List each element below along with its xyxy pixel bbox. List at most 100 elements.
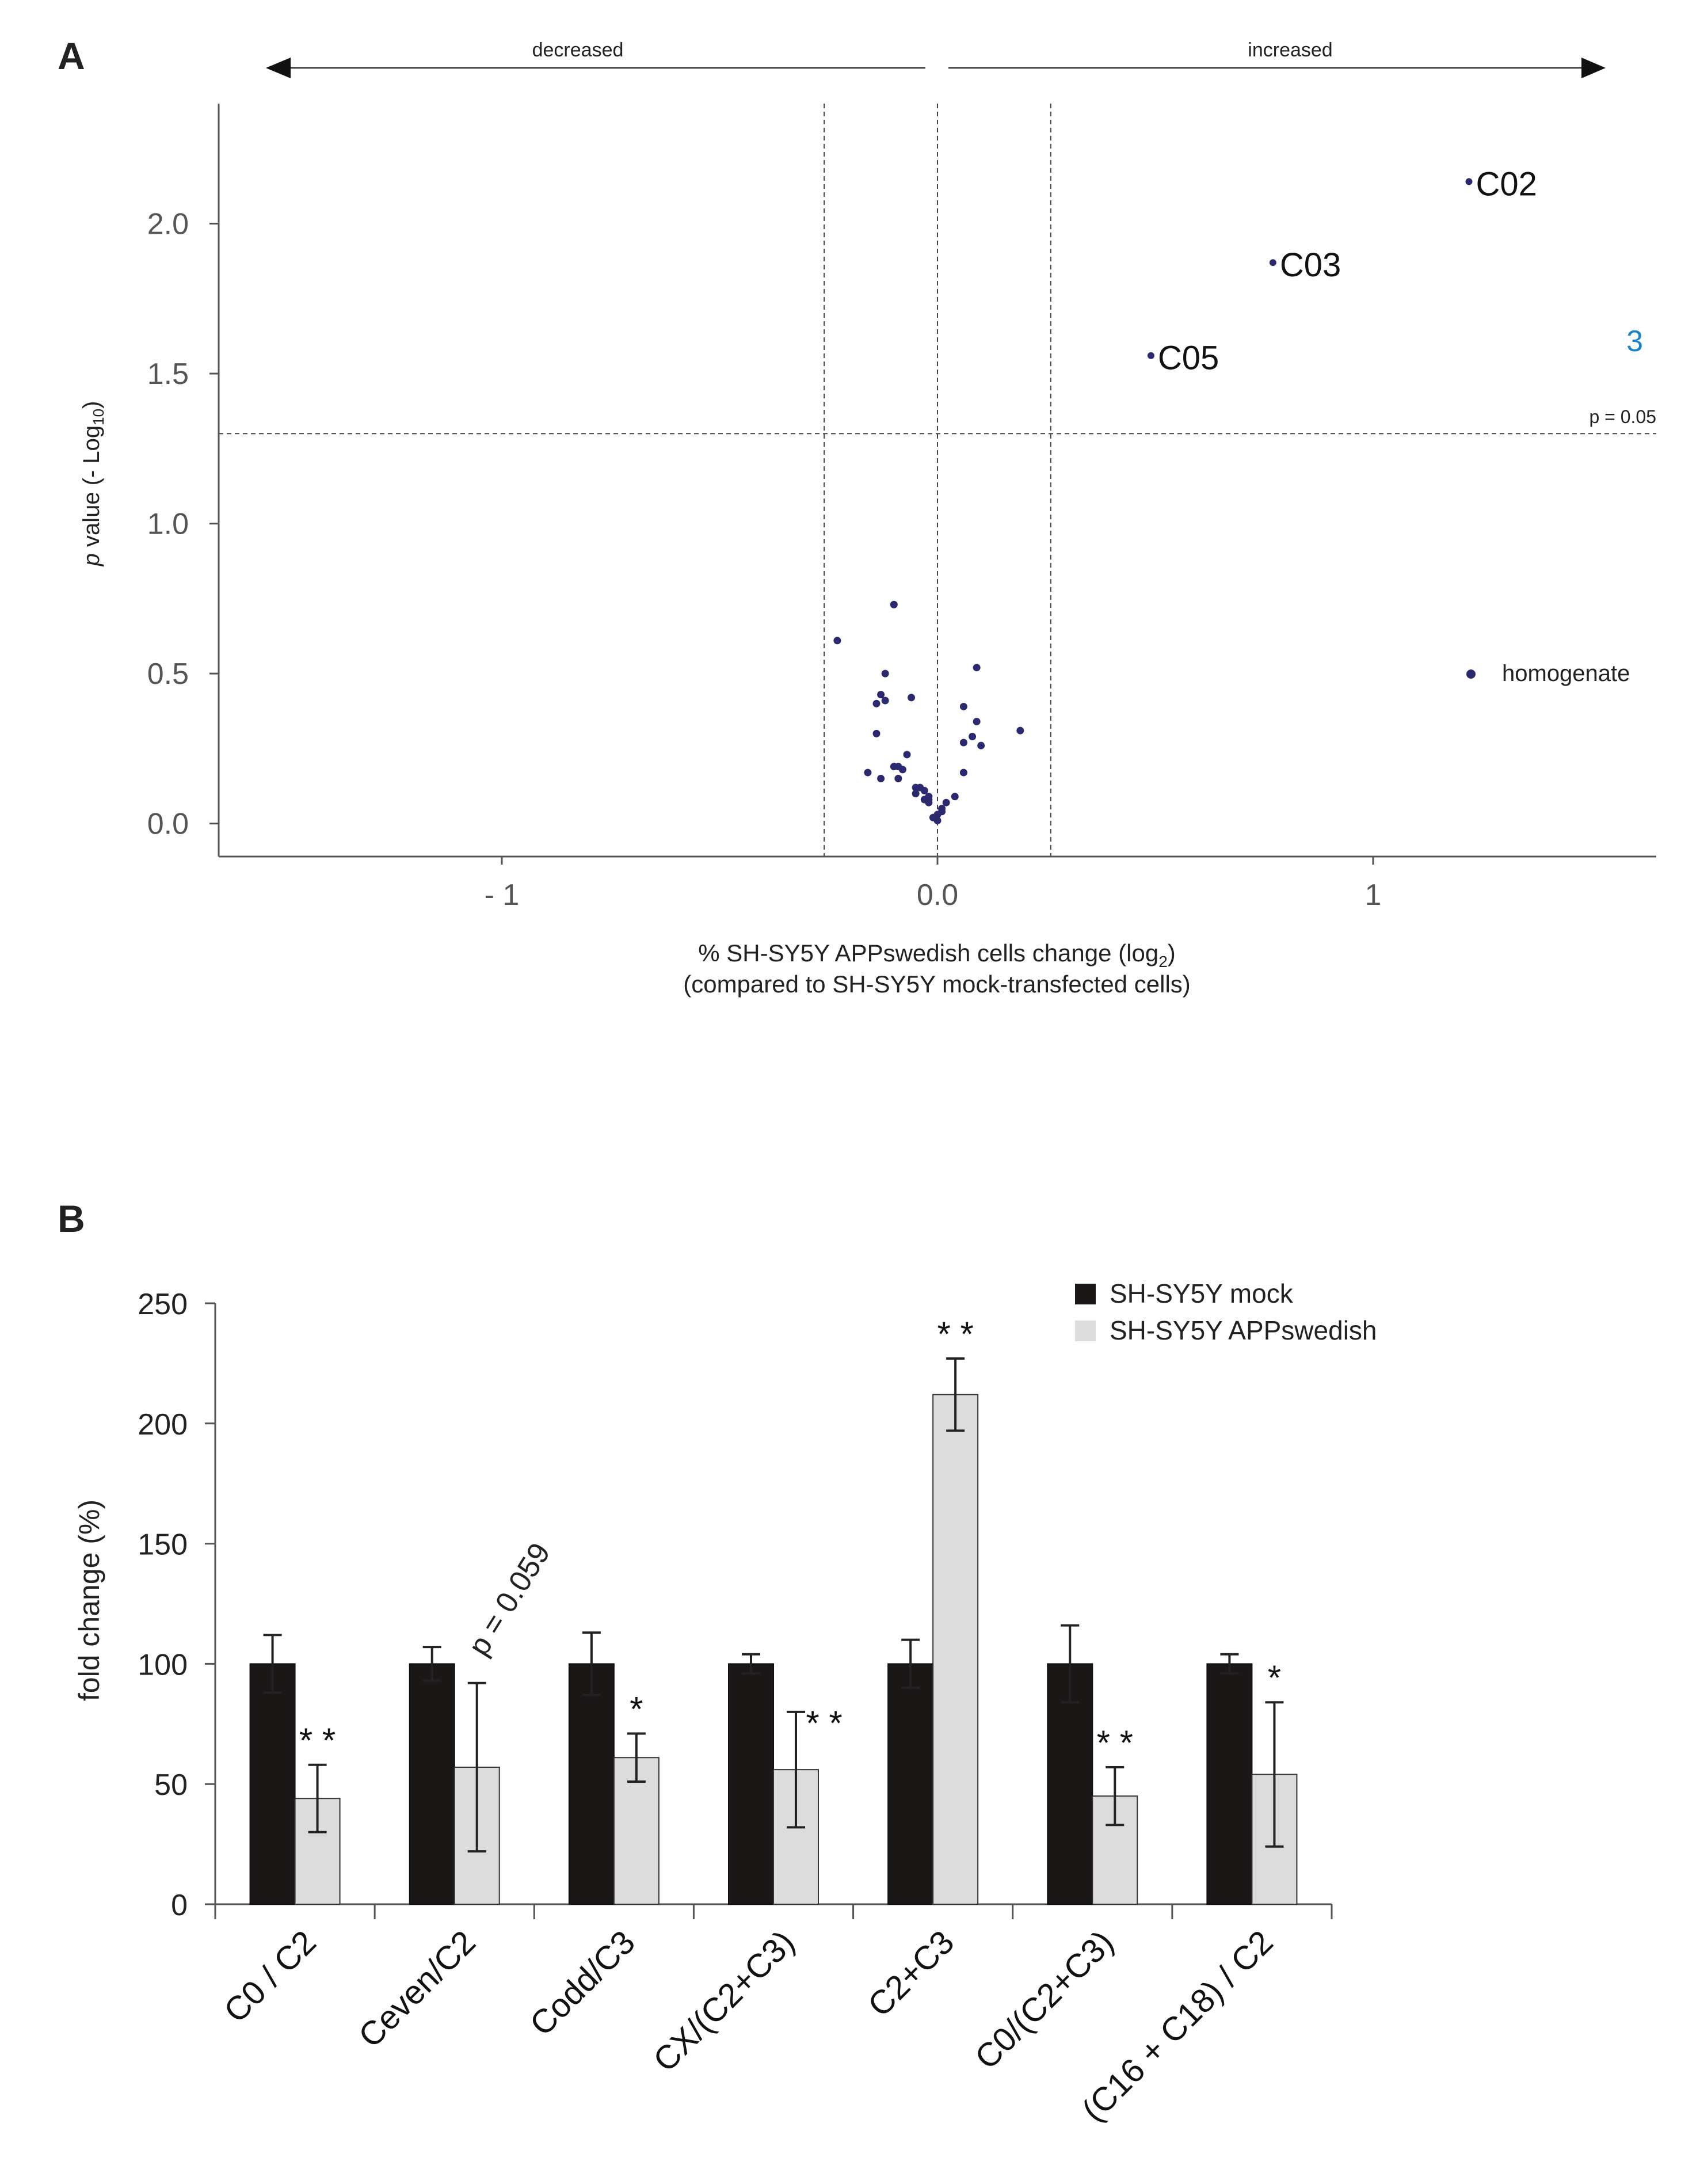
panel-a: A decreased increased 0.0 0.5 1.0 1.5 2.0 - 1… <box>58 35 1656 998</box>
data-point <box>903 751 911 759</box>
data-point <box>925 796 933 804</box>
data-point <box>951 793 959 801</box>
significance-marker-3: * * <box>806 1704 842 1742</box>
x-axis-subtitle: (compared to SH-SY5Y mock-transfected ce… <box>683 971 1191 998</box>
y-tick-label: 0.0 <box>147 808 189 841</box>
category-label-4: C2+C3 <box>861 1923 962 2024</box>
error-bar-appswedish-5 <box>1106 1766 1125 1827</box>
data-point <box>959 739 967 747</box>
point-label-C02: C02 <box>1476 165 1537 203</box>
y-tick-label: 1.5 <box>147 357 189 391</box>
data-point <box>881 697 889 705</box>
legend-mock-swatch <box>1075 1284 1096 1304</box>
p-value-note: p = 0.059 <box>462 1537 557 1661</box>
x-tick-label: 1 <box>1365 878 1382 912</box>
decreased-label: decreased <box>532 39 624 61</box>
y-axis-title-main: value (- Log <box>79 425 104 553</box>
bar-mock-1 <box>409 1663 455 1905</box>
bar-y-tick-label: 100 <box>138 1648 188 1681</box>
legend-mock-label: SH-SY5Y mock <box>1110 1279 1294 1308</box>
y-axis-title-sub: 10 <box>90 409 107 425</box>
data-point <box>872 729 881 737</box>
data-point <box>908 694 916 702</box>
x-axis-title-sub: 2 <box>1158 953 1168 971</box>
panel-b-category-labels: C0 / C2 Ceven/C2 Codd/C3 CX/(C2+C3) C2+C3 C0/… <box>217 1923 1280 2129</box>
data-point <box>959 768 967 777</box>
bar-mock-2 <box>568 1663 615 1905</box>
error-bar-mock-6 <box>1220 1653 1239 1675</box>
category-label-1: Ceven/C2 <box>352 1923 483 2054</box>
count-annotation: 3 <box>1626 325 1643 358</box>
point-label-C05: C05 <box>1158 340 1219 377</box>
panel-a-points <box>833 178 1473 824</box>
significance-marker-5: * * <box>1097 1723 1133 1762</box>
data-point <box>877 775 885 783</box>
panel-b-bars <box>249 1394 1298 1905</box>
error-bar-mock-4 <box>901 1638 920 1690</box>
error-bar-mock-0 <box>263 1634 282 1694</box>
legend-homogenate-label: homogenate <box>1502 661 1630 686</box>
category-label-2: Codd/C3 <box>523 1923 642 2043</box>
panel-a-guides <box>219 104 1656 857</box>
bar-appswedish-4 <box>932 1394 979 1905</box>
y-tick-label: 0.5 <box>147 657 189 691</box>
data-point <box>864 768 872 777</box>
significance-marker-2: * <box>630 1690 643 1729</box>
panel-a-label: A <box>58 35 85 77</box>
bar-y-tick-label: 250 <box>138 1288 188 1321</box>
y-axis-title: p value (- Log10) <box>79 401 107 567</box>
data-point <box>833 637 841 645</box>
panel-b-error-bars <box>263 1357 1284 1853</box>
data-point <box>912 790 920 798</box>
data-point <box>942 798 950 806</box>
bar-mock-0 <box>249 1663 296 1905</box>
bar-y-tick-label: 0 <box>171 1889 188 1922</box>
panel-a-legend: homogenate <box>1466 661 1630 686</box>
bar-mock-3 <box>728 1663 774 1905</box>
data-point <box>959 702 967 710</box>
x-axis-title-close: ) <box>1168 939 1176 967</box>
error-bar-appswedish-4 <box>946 1357 965 1432</box>
significance-marker-6: * <box>1268 1658 1281 1697</box>
error-bar-mock-5 <box>1061 1624 1080 1704</box>
data-point <box>977 741 985 749</box>
panel-a-axes: 0.0 0.5 1.0 1.5 2.0 - 1 0.0 1 <box>147 104 1656 912</box>
increased-label: increased <box>1248 39 1332 61</box>
bar-y-tick-label: 150 <box>138 1528 188 1562</box>
bar-mock-6 <box>1206 1663 1253 1905</box>
error-bar-appswedish-1 <box>467 1681 486 1853</box>
x-tick-label: - 1 <box>485 878 520 912</box>
y-axis-title-close: ) <box>79 401 104 409</box>
legend-app-label: SH-SY5Y APPswedish <box>1110 1315 1377 1345</box>
y-tick-label: 2.0 <box>147 207 189 241</box>
data-point <box>890 600 898 608</box>
data-point <box>973 717 981 725</box>
x-tick-label: 0.0 <box>917 878 958 912</box>
error-bar-mock-2 <box>582 1631 601 1696</box>
data-point <box>969 733 977 741</box>
y-axis-title-italic: p <box>79 553 104 566</box>
data-point <box>1016 726 1024 735</box>
labeled-point-C02 <box>1465 178 1473 185</box>
error-bar-appswedish-0 <box>308 1763 327 1833</box>
significance-marker-4: * * <box>937 1315 973 1353</box>
error-bar-mock-3 <box>742 1653 760 1675</box>
point-label-C03: C03 <box>1280 246 1341 284</box>
panel-b-legend: SH-SY5Y mock SH-SY5Y APPswedish <box>1075 1279 1377 1345</box>
increased-arrowhead <box>1581 58 1606 78</box>
y-tick-label: 1.0 <box>147 508 189 541</box>
bar-mock-4 <box>887 1663 934 1905</box>
bar-y-tick-label: 50 <box>154 1768 188 1802</box>
error-bar-appswedish-6 <box>1265 1701 1284 1848</box>
error-bar-mock-1 <box>422 1646 441 1682</box>
panel-a-point-labels: C02 C03 C05 <box>1158 165 1537 376</box>
bar-y-axis-title: fold change (%) <box>73 1500 105 1701</box>
category-label-3: CX/(C2+C3) <box>646 1923 802 2079</box>
data-point <box>920 786 928 794</box>
data-point <box>877 691 885 699</box>
bar-y-tick-label: 200 <box>138 1408 188 1441</box>
data-point <box>898 766 906 774</box>
legend-app-swatch <box>1075 1321 1096 1341</box>
panel-b-significance: * * * * * * * * * * <box>299 1315 1281 1762</box>
